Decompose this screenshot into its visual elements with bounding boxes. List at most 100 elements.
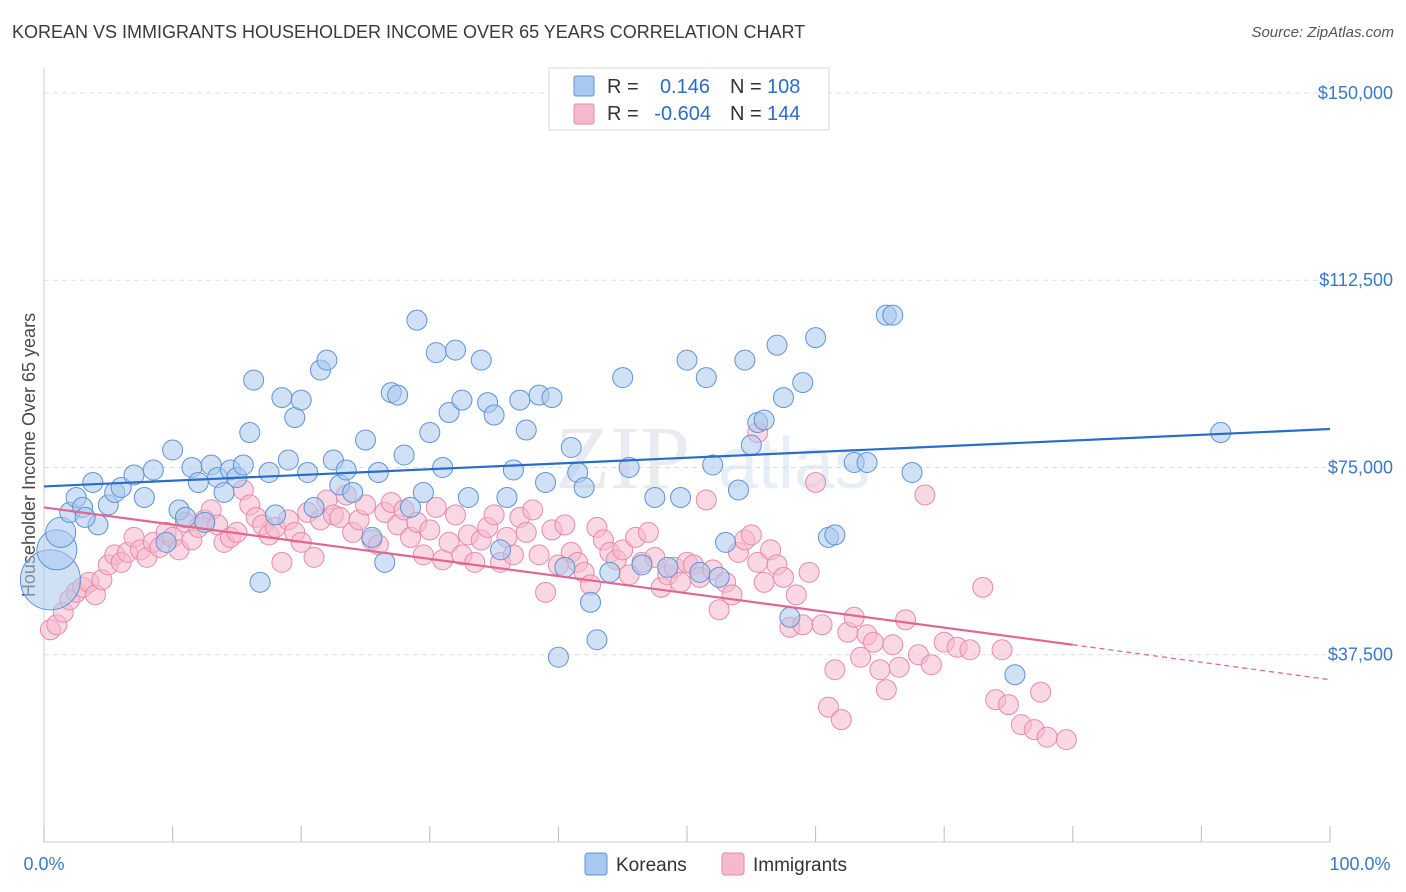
bottom-legend-koreans-swatch xyxy=(584,852,608,876)
immigrants-point xyxy=(888,656,910,678)
immigrants-point xyxy=(535,581,557,603)
immigrants-point xyxy=(637,521,659,543)
koreans-points xyxy=(19,304,1232,686)
koreans-point xyxy=(509,389,531,411)
immigrants-point xyxy=(695,489,717,511)
koreans-point xyxy=(155,531,177,553)
koreans-point xyxy=(243,369,265,391)
koreans-point xyxy=(419,422,441,444)
immigrants-point xyxy=(721,584,743,606)
koreans-point xyxy=(82,471,104,493)
koreans-point xyxy=(123,464,145,486)
koreans-point xyxy=(335,459,357,481)
immigrants-point xyxy=(972,576,994,598)
koreans-point xyxy=(792,372,814,394)
koreans-point xyxy=(715,531,737,553)
koreans-point xyxy=(560,437,582,459)
y-tick-labels: $37,500 $75,000 $112,500 $150,000 xyxy=(1318,83,1393,665)
koreans-point xyxy=(515,419,537,441)
koreans-point xyxy=(541,387,563,409)
koreans-point xyxy=(708,566,730,588)
legend-koreans-r-value: 0.146 xyxy=(660,76,710,98)
koreans-point xyxy=(133,486,155,508)
koreans-point xyxy=(670,486,692,508)
immigrants-point xyxy=(869,659,891,681)
koreans-point xyxy=(554,556,576,578)
koreans-point xyxy=(387,384,409,406)
koreans-point xyxy=(586,629,608,651)
immigrants-point xyxy=(515,521,537,543)
immigrants-point xyxy=(271,551,293,573)
immigrants-point xyxy=(882,634,904,656)
stats-legend: R = 0.146 N = 108 R = -0.604 N = 144 xyxy=(548,67,830,131)
bottom-legend-koreans-label: Koreans xyxy=(616,855,687,876)
immigrants-point xyxy=(753,571,775,593)
koreans-point xyxy=(496,486,518,508)
immigrants-point xyxy=(920,654,942,676)
immigrants-point xyxy=(412,544,434,566)
koreans-point xyxy=(425,342,447,364)
koreans-point xyxy=(290,389,312,411)
koreans-point xyxy=(612,367,634,389)
koreans-point xyxy=(573,476,595,498)
x-tick-label-max: 100.0% xyxy=(1329,854,1390,874)
immigrants-point xyxy=(708,599,730,621)
koreans-point xyxy=(740,434,762,456)
source-label: Source: ZipAtlas.com xyxy=(1251,24,1394,41)
koreans-point xyxy=(1004,664,1026,686)
koreans-point xyxy=(695,367,717,389)
koreans-point xyxy=(271,387,293,409)
koreans-point xyxy=(412,481,434,503)
koreans-point xyxy=(438,402,460,424)
immigrants-point xyxy=(740,524,762,546)
immigrants-point xyxy=(811,614,833,636)
koreans-point xyxy=(303,496,325,518)
x-tick-label-min: 0.0% xyxy=(23,854,64,874)
koreans-point xyxy=(772,387,794,409)
koreans-point xyxy=(535,471,557,493)
immigrants-point xyxy=(419,519,441,541)
koreans-point xyxy=(264,504,286,526)
koreans-point xyxy=(393,444,415,466)
immigrants-point xyxy=(425,496,447,518)
immigrants-point xyxy=(991,639,1013,661)
y-tick-label: $75,000 xyxy=(1328,457,1393,477)
koreans-point xyxy=(400,496,422,518)
immigrants-point xyxy=(850,646,872,668)
immigrants-trend-line xyxy=(43,506,1073,646)
immigrants-point xyxy=(862,631,884,653)
koreans-point xyxy=(882,304,904,326)
koreans-point xyxy=(187,471,209,493)
koreans-point xyxy=(779,606,801,628)
y-tick-label: $37,500 xyxy=(1328,645,1393,665)
koreans-point xyxy=(599,561,621,583)
immigrants-point xyxy=(303,546,325,568)
koreans-point xyxy=(374,551,396,573)
chart-title: KOREAN VS IMMIGRANTS HOUSEHOLDER INCOME … xyxy=(12,22,806,42)
immigrants-point xyxy=(895,609,917,631)
immigrants-point xyxy=(914,484,936,506)
immigrants-point xyxy=(554,514,576,536)
immigrants-point xyxy=(1055,729,1077,751)
x-ticks xyxy=(43,826,1331,842)
immigrants-point xyxy=(772,566,794,588)
immigrants-point xyxy=(483,504,505,526)
koreans-point xyxy=(277,449,299,471)
koreans-point xyxy=(457,486,479,508)
legend-box xyxy=(548,67,830,131)
koreans-point xyxy=(824,524,846,546)
series-legend: Koreans Immigrants xyxy=(584,852,847,876)
koreans-point xyxy=(618,456,640,478)
immigrants-point xyxy=(824,659,846,681)
legend-immigrants-r-label: R = xyxy=(607,103,639,125)
koreans-point xyxy=(232,454,254,476)
koreans-trend-line xyxy=(43,427,1331,488)
immigrants-point xyxy=(785,584,807,606)
koreans-point xyxy=(901,461,923,483)
koreans-point xyxy=(856,451,878,473)
koreans-point xyxy=(342,481,364,503)
immigrants-point xyxy=(830,709,852,731)
koreans-point xyxy=(676,349,698,371)
koreans-point xyxy=(142,459,164,481)
